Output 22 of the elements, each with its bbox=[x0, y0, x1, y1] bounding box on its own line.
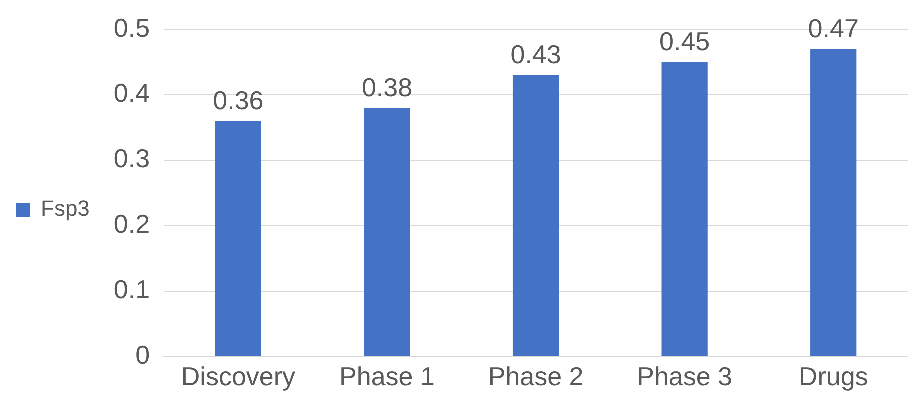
y-tick-label: 0 bbox=[136, 340, 150, 370]
x-tick-label: Phase 1 bbox=[340, 362, 435, 392]
bar bbox=[810, 49, 857, 356]
data-label: 0.38 bbox=[362, 72, 413, 102]
data-label: 0.45 bbox=[660, 26, 710, 56]
data-label: 0.36 bbox=[213, 85, 264, 116]
y-tick-label: 0.3 bbox=[114, 144, 150, 174]
bar bbox=[215, 121, 262, 356]
data-label: 0.43 bbox=[510, 40, 562, 70]
legend-label: Fsp3 bbox=[41, 196, 90, 222]
x-tick-label: Phase 3 bbox=[637, 362, 733, 392]
data-label: 0.47 bbox=[808, 13, 859, 44]
x-tick-label: Discovery bbox=[181, 362, 296, 392]
bar bbox=[512, 75, 560, 356]
y-tick-label: 0.5 bbox=[114, 12, 150, 43]
bar bbox=[662, 62, 708, 356]
bar bbox=[364, 108, 410, 356]
y-tick-label: 0.2 bbox=[114, 209, 150, 240]
x-tick-label: Drugs bbox=[798, 362, 868, 392]
y-tick-label: 0.4 bbox=[114, 78, 150, 108]
x-tick-label: Phase 2 bbox=[488, 362, 584, 392]
y-tick-label: 0.1 bbox=[114, 274, 150, 305]
